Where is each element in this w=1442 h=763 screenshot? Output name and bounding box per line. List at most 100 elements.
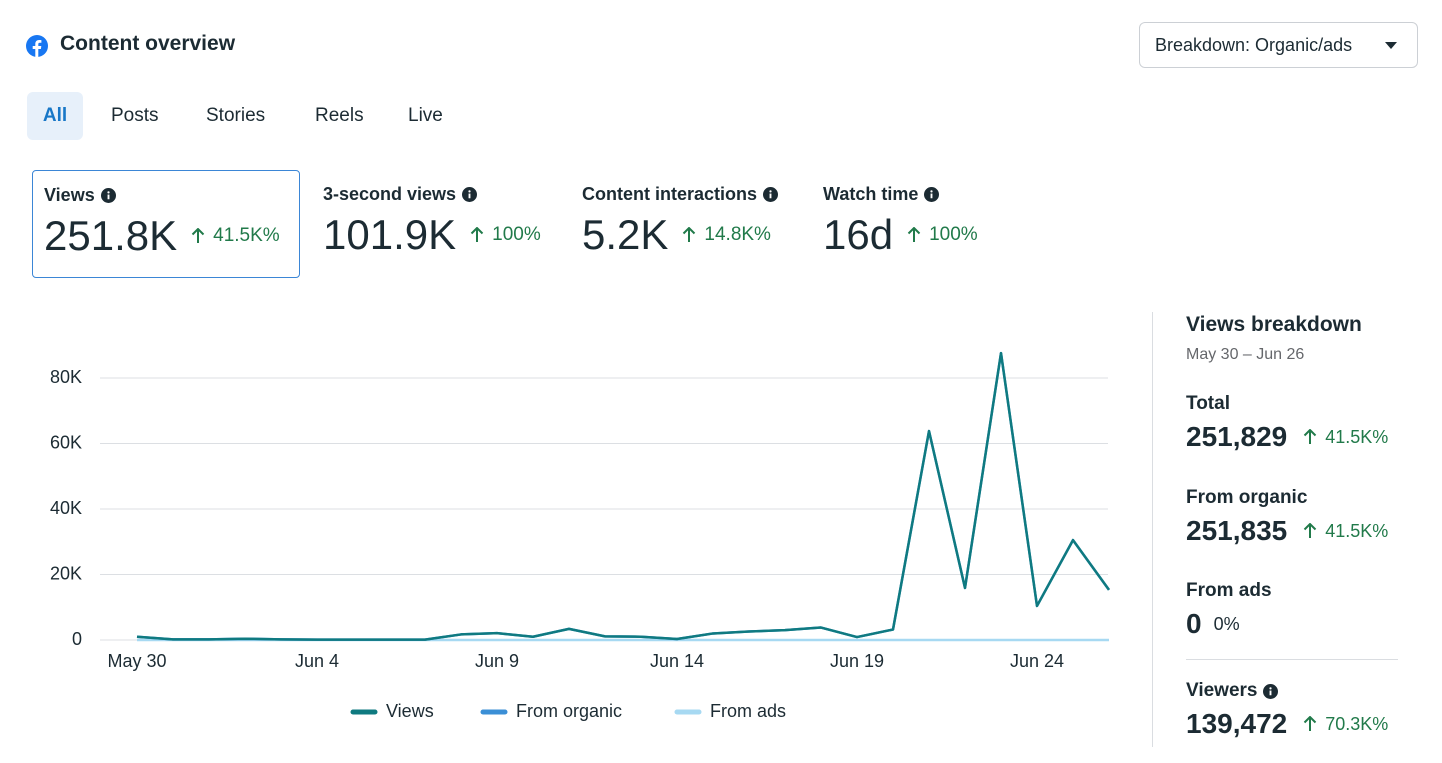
y-tick-label: 80K — [50, 367, 82, 387]
item-row: 251,835 41.5K% — [1186, 515, 1388, 547]
info-icon — [100, 188, 116, 203]
change-text: 100% — [929, 224, 978, 245]
separator — [1186, 659, 1398, 660]
item-label: Total — [1186, 393, 1230, 414]
breakdown-item: Total 251,829 41.5K% — [1186, 393, 1388, 453]
item-change: 41.5K% — [1303, 521, 1388, 542]
up-arrow — [470, 227, 484, 242]
metric-heading: 3-second views — [323, 184, 551, 205]
item-value: 0 — [1186, 608, 1202, 639]
item-row: 139,472 70.3K% — [1186, 708, 1388, 740]
x-tick-label: Jun 4 — [295, 651, 339, 671]
change-text: 70.3K% — [1325, 713, 1389, 734]
y-tick-label: 20K — [50, 563, 82, 583]
metric-value: 16d — [823, 211, 894, 258]
x-tick-label: Jun 9 — [475, 651, 519, 671]
metric-change: 41.5K% — [191, 225, 280, 247]
dropdown-label: Breakdown: Organic/ads — [1155, 34, 1353, 55]
x-tick-label: Jun 14 — [650, 651, 704, 671]
metric-label: Content interactions — [582, 184, 758, 204]
item-label: Viewers — [1186, 680, 1258, 701]
breakdown-title: Views breakdown — [1186, 313, 1362, 336]
caret — [1385, 42, 1397, 49]
y-tick-label: 60K — [50, 432, 82, 452]
item-row: 0 0% — [1186, 608, 1272, 640]
breakdown-item: From organic 251,835 41.5K% — [1186, 487, 1388, 547]
metric-card[interactable]: Views 251.8K 41.5K% — [32, 170, 300, 278]
metric-label: Views — [44, 185, 95, 205]
breakdown-item: From ads 0 0% — [1186, 580, 1272, 640]
change-text: 41.5K% — [1325, 426, 1389, 447]
item-change: 41.5K% — [1303, 427, 1388, 448]
change-text: 41.5K% — [213, 225, 280, 246]
up-arrow — [1304, 523, 1317, 538]
item-label: From organic — [1186, 487, 1308, 508]
change-text: 14.8K% — [704, 224, 771, 245]
metric-row: 101.9K 100% — [323, 211, 551, 259]
item-value: 139,472 — [1186, 708, 1288, 739]
tab[interactable]: All — [27, 92, 83, 140]
metric-value: 251.8K — [44, 212, 178, 259]
info-icon — [462, 187, 478, 202]
page-title: Content overview — [60, 32, 236, 55]
up-arrow — [683, 227, 696, 242]
tab[interactable]: Live — [408, 105, 443, 126]
series-line — [136, 351, 1111, 641]
info-icon — [924, 187, 940, 202]
up-arrow — [191, 228, 205, 243]
item-heading: Total — [1186, 393, 1388, 415]
item-heading: From ads — [1186, 580, 1272, 602]
breakdown-range: May 30 – Jun 26 — [1186, 346, 1305, 363]
up-arrow — [907, 227, 921, 242]
metric-value: 101.9K — [323, 211, 457, 258]
breakdown-item: Viewers 139,472 70.3K% — [1186, 680, 1388, 740]
metric-label: Watch time — [823, 184, 919, 204]
x-tick-label: May 30 — [107, 651, 166, 671]
chart: 0 20K 40K 60K 80K May 30 Jun 4 Jun 9 Jun 14 Jun 1… — [50, 351, 1111, 721]
x-tick-label: Jun 19 — [830, 651, 884, 671]
change-text: 100% — [492, 224, 541, 245]
metric-row: 5.2K 14.8K% — [582, 211, 790, 259]
tab[interactable]: Reels — [315, 105, 364, 126]
info-icon — [763, 187, 779, 202]
metric-change: 100% — [907, 224, 978, 246]
tab[interactable]: Posts — [111, 105, 159, 126]
metric-heading: Content interactions — [582, 184, 790, 205]
metric-heading: Views — [44, 185, 288, 206]
metric-card[interactable]: 3-second views 101.9K 100% — [312, 170, 562, 278]
up-arrow — [1304, 429, 1317, 444]
item-value: 251,835 — [1186, 515, 1288, 546]
item-change: 70.3K% — [1303, 714, 1388, 735]
change-text: 41.5K% — [1325, 520, 1389, 541]
metric-value: 5.2K — [582, 211, 669, 258]
metric-card[interactable]: Content interactions 5.2K 14.8K% — [571, 170, 801, 278]
metric-change: 100% — [470, 224, 541, 246]
metric-row: 251.8K 41.5K% — [44, 212, 288, 260]
tab[interactable]: Stories — [206, 105, 266, 126]
breakdown-dropdown[interactable]: Breakdown: Organic/ads — [1139, 22, 1418, 68]
item-row: 251,829 41.5K% — [1186, 421, 1388, 453]
item-label: From ads — [1186, 580, 1272, 601]
y-tick-label: 40K — [50, 498, 82, 518]
item-change: 0% — [1214, 614, 1240, 635]
item-heading: Viewers — [1186, 680, 1388, 702]
change-text: 0% — [1213, 613, 1240, 634]
info-icon — [1263, 683, 1279, 699]
item-heading: From organic — [1186, 487, 1388, 509]
series-line — [136, 351, 1111, 641]
y-tick-label: 0 — [72, 629, 82, 649]
metric-change: 14.8K% — [682, 224, 771, 246]
metric-heading: Watch time — [823, 184, 1001, 205]
metric-label: 3-second views — [323, 184, 457, 204]
legend-label: Views — [386, 701, 434, 721]
legend-label: From organic — [516, 701, 622, 721]
divider — [1152, 312, 1153, 747]
up-arrow — [1304, 716, 1317, 731]
metric-card[interactable]: Watch time 16d 100% — [812, 170, 1012, 278]
x-tick-label: Jun 24 — [1010, 651, 1064, 671]
facebook-icon — [26, 35, 48, 57]
item-value: 251,829 — [1186, 421, 1288, 452]
metric-row: 16d 100% — [823, 211, 1001, 259]
legend-label: From ads — [710, 701, 786, 721]
